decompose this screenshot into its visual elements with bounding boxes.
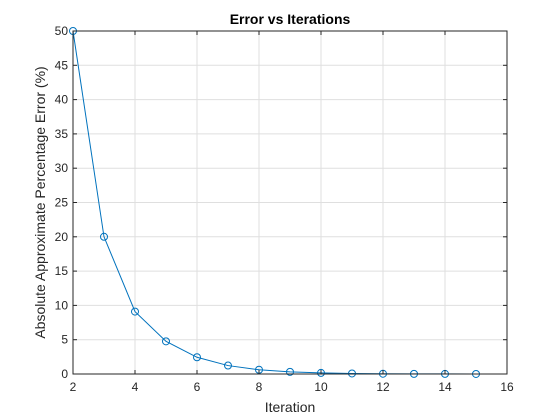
y-axis-label: Absolute Approximate Percentage Error (%… (32, 66, 48, 338)
x-tick-label: 14 (438, 380, 452, 394)
y-tick-label: 30 (55, 161, 69, 175)
x-tick-label: 2 (70, 380, 77, 394)
y-tick-label: 25 (55, 196, 69, 210)
x-tick-labels: 2 4 6 8 10 12 14 16 (70, 380, 514, 394)
x-tick-label: 6 (194, 380, 201, 394)
y-tick-label: 40 (55, 93, 69, 107)
data-point (224, 361, 232, 370)
data-point (193, 353, 201, 362)
y-tick-label: 15 (55, 264, 69, 278)
y-tick-label: 10 (55, 298, 69, 312)
data-point (286, 367, 294, 376)
y-tick-label: 35 (55, 127, 69, 141)
x-tick-label: 8 (256, 380, 263, 394)
data-point (100, 232, 108, 241)
y-tick-label: 0 (61, 367, 68, 381)
x-tick-label: 12 (376, 380, 390, 394)
data-point (348, 369, 356, 378)
y-tick-labels: 0 5 10 15 20 25 30 35 40 45 50 (55, 24, 69, 381)
y-tick-label: 50 (55, 24, 69, 38)
y-tick-label: 5 (61, 333, 68, 347)
y-tick-label: 20 (55, 230, 69, 244)
data-point (162, 337, 170, 346)
x-tick-label: 10 (314, 380, 328, 394)
chart-title: Error vs Iterations (230, 11, 351, 27)
y-tick-label: 45 (55, 58, 69, 72)
tick-marks (72, 30, 508, 375)
x-axis-label: Iteration (265, 399, 316, 415)
data-point (317, 368, 325, 377)
x-tick-label: 4 (132, 380, 139, 394)
x-tick-label: 16 (500, 380, 514, 394)
data-point (131, 307, 139, 316)
